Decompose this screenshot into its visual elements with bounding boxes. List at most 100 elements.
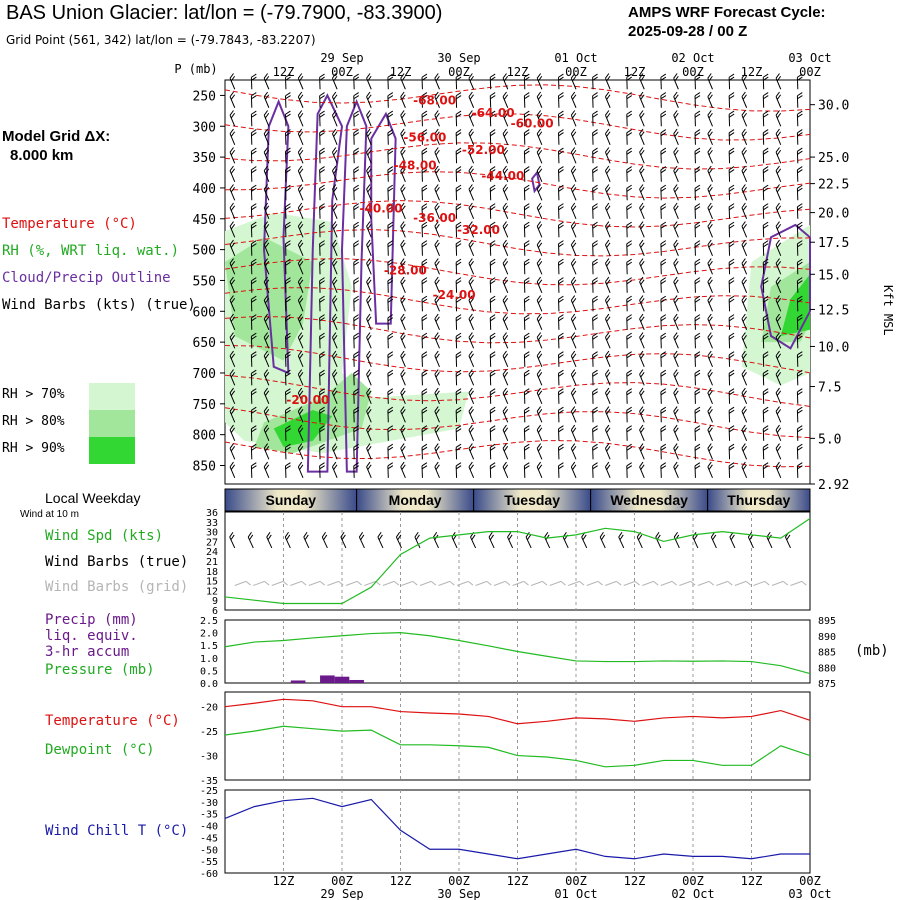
wind-barb [694,443,701,460]
wind-barb [229,369,236,386]
wind-barb [796,462,803,478]
wind-barb [502,128,509,145]
pressure-unit: (mb) [855,643,889,659]
wind-barb [229,461,236,479]
wind-barb [502,110,509,127]
wind-barb-shaft [434,355,440,368]
wind-barb-flag [229,110,234,116]
wind-barb-flag [333,409,338,415]
wind-barb [523,388,530,404]
legend-rh70-label: RH > 70% [2,387,65,402]
wind-barb [741,239,748,256]
wind-barb-flag [626,280,633,285]
wind-barb-flag [660,132,667,137]
wind-barb [387,388,394,404]
wind-barb-flag [640,409,645,415]
wind-barb-flag [319,92,325,97]
wind-barb-flag [708,353,713,359]
wind-barb [285,295,291,312]
wind-barb-flag [592,258,598,263]
wind-barb-shaft [502,448,509,460]
wind-barb-shaft [639,448,645,460]
true-wind-barb [358,531,365,549]
wind-barb [297,406,304,423]
wind-barb [400,239,406,256]
wind-barb-flag [728,110,735,115]
wind-barb [536,128,543,145]
wind-barb-shaft [434,226,440,238]
true-wind-barb-flag [638,534,643,541]
wind-barb-flag [230,446,236,452]
wind-barb [455,425,462,441]
wind-barb-shaft [434,133,440,145]
wind-barb-shaft [400,170,406,182]
wind-barb-flag [694,221,701,226]
wind-barb-shaft [570,429,577,442]
wind-barb-shaft [502,281,509,293]
wind-barb-flag [708,223,713,230]
wind-barb-flag [558,317,564,322]
wind-barb-shaft [331,355,338,368]
wind-barb-shaft [741,374,748,386]
wind-barb-flag [537,131,543,137]
wind-barb [673,91,679,108]
wind-barb-flag [319,95,325,100]
wind-barb-shaft [331,318,338,330]
wind-barb-shaft [639,300,645,312]
wind-barb-flag [707,295,712,301]
wind-barb-flag [251,240,257,245]
wind-barb-flag [741,91,746,98]
true-wind-barb-flag [619,534,624,541]
wind-barb [639,406,645,423]
wind-barb [263,128,270,145]
wind-barb-flag [763,446,769,451]
wind-barb-flag [742,112,747,119]
wind-barb [331,369,338,386]
wind-barb-flag [387,332,394,337]
wind-barb-flag [524,166,530,171]
wind-barb [592,240,598,256]
grid-wind-barb [549,580,566,586]
wind-barb-flag [570,295,576,301]
wind-barb-flag [319,295,325,300]
wind-barb [387,166,394,182]
wind-barb-flag [229,147,234,153]
wind-barb-flag [674,131,679,137]
wind-barb-flag [605,406,610,412]
wind-barb-flag [421,206,428,211]
wind-barb-flag [626,166,632,171]
wind-barb [489,443,496,460]
wind-barb-flag [694,113,701,118]
wind-barb-flag [435,223,440,230]
true-wind-barb-flag [284,531,289,538]
wind-barb-shaft [673,115,679,127]
wind-barb [694,388,701,404]
wind-barb-flag [776,464,782,470]
true-wind-barb-flag [360,534,365,541]
wind-barb-flag [332,443,337,449]
wind-barb [592,425,598,441]
wind-barb-flag [558,428,564,433]
wind-barb-shaft [741,355,748,368]
wind-barb [660,295,667,312]
wind-barb [353,406,360,423]
wind-barb [626,443,633,460]
wind-barb-flag [708,464,713,470]
wind-barb-flag [285,92,291,97]
wind-barb [502,202,509,219]
wind-barb-shaft [673,96,679,108]
wind-barb-flag [353,409,360,414]
wind-barb-flag [367,390,372,396]
wind-barb-flag [469,242,474,248]
wind-barb-flag [319,243,325,248]
wind-barb [796,129,803,145]
wind-barb [536,424,543,442]
wind-barb [707,258,713,275]
wind-barb [604,461,611,479]
wind-barb-shaft [331,300,338,312]
wind-barb-flag [503,131,509,137]
wind-barb-flag [332,239,337,246]
wind-barb-flag [674,205,679,211]
wind-barb-flag [708,205,713,211]
wind-barb-flag [455,277,462,282]
